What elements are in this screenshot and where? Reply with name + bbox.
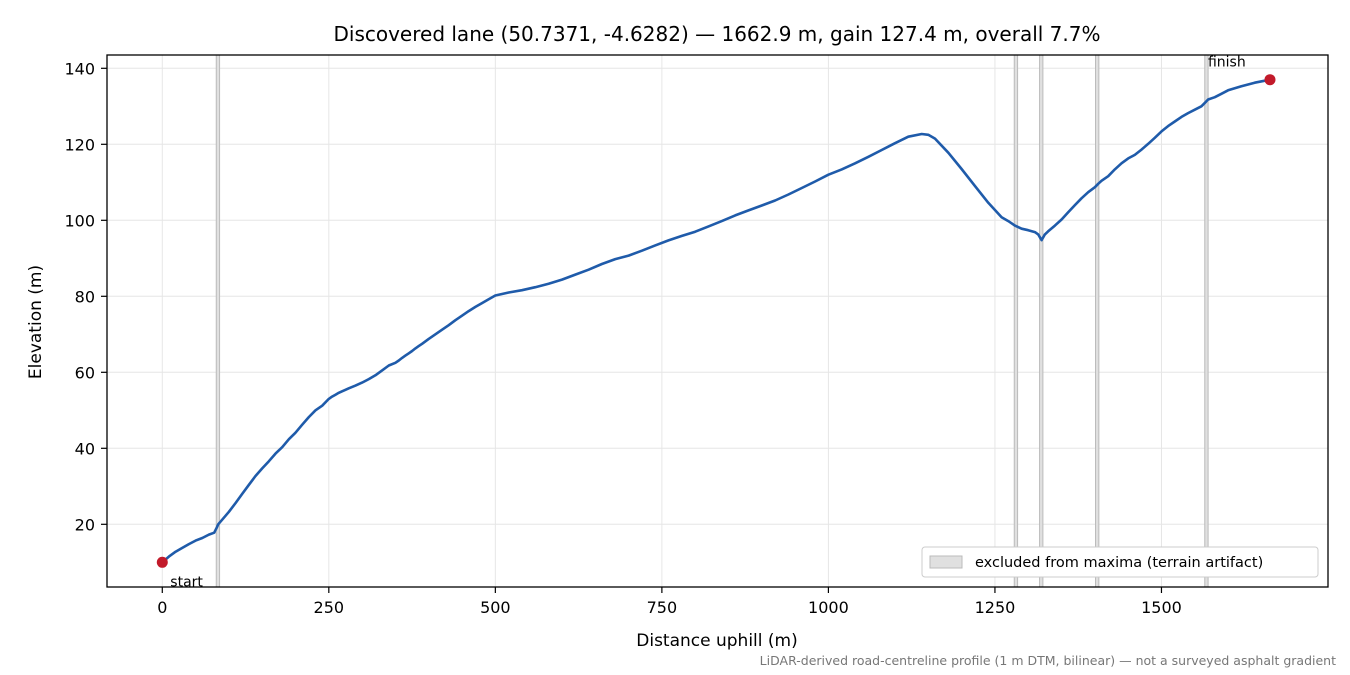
x-axis-label: Distance uphill (m)	[636, 631, 797, 651]
y-tick-label: 140	[64, 59, 95, 78]
legend-swatch	[929, 555, 963, 569]
y-tick-label: 100	[64, 211, 95, 230]
plot-frame	[106, 54, 1329, 588]
x-tick-label: 750	[647, 598, 678, 617]
start-annotation: start	[170, 574, 203, 590]
axis-ticks: 0 250 500 750 1000 1250 1500 20 40 60 80 100 120 140	[64, 59, 1181, 617]
start-marker	[156, 556, 168, 568]
excluded-bands	[215, 54, 1209, 588]
chart-title: Discovered lane (50.7371, -4.6282) — 166…	[333, 22, 1100, 46]
elevation-line	[161, 78, 1272, 564]
y-tick-label: 40	[75, 439, 95, 458]
series-layer	[161, 78, 1272, 564]
y-tick-label: 20	[75, 515, 95, 534]
x-tick-label: 1000	[808, 598, 849, 617]
x-tick-label: 0	[157, 598, 167, 617]
excluded-band	[215, 54, 221, 588]
finish-annotation: finish	[1208, 55, 1246, 71]
grid-lines	[107, 55, 1328, 587]
y-tick-label: 80	[75, 287, 95, 306]
legend-frame	[921, 546, 1319, 578]
endpoint-markers: start finish	[156, 55, 1276, 590]
x-tick-label: 500	[480, 598, 511, 617]
x-tick-label: 1500	[1141, 598, 1182, 617]
excluded-band	[1013, 54, 1019, 588]
legend-label: excluded from maxima (terrain artifact)	[975, 555, 1263, 571]
x-tick-label: 1250	[975, 598, 1016, 617]
y-tick-label: 60	[75, 363, 95, 382]
y-axis-label: Elevation (m)	[26, 265, 46, 379]
excluded-band	[1095, 54, 1100, 588]
x-tick-label: 250	[314, 598, 345, 617]
legend: excluded from maxima (terrain artifact)	[921, 546, 1319, 578]
footnote: LiDAR-derived road-centreline profile (1…	[760, 653, 1336, 668]
excluded-band	[1204, 54, 1209, 588]
finish-marker	[1264, 74, 1276, 86]
y-tick-label: 120	[64, 135, 95, 154]
excluded-band	[1039, 54, 1044, 588]
